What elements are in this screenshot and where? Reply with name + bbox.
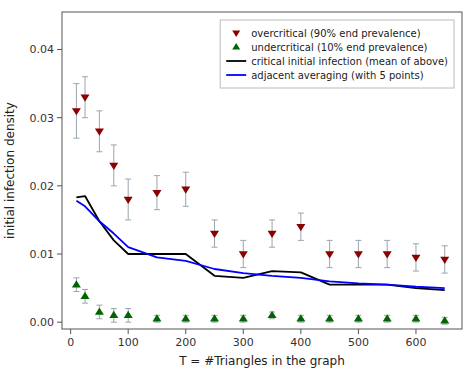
y-tick (57, 117, 62, 118)
plot-area (62, 12, 462, 329)
point (181, 187, 190, 194)
legend-label: undercritical (10% end prevalence) (251, 42, 427, 53)
legend-swatch (226, 60, 246, 62)
legend-swatch (232, 43, 240, 49)
y-tick (57, 49, 62, 50)
y-tick-label: 0.02 (30, 180, 55, 193)
point (354, 314, 363, 321)
chart: 0 100 200 300 400 500 600 0.00 0.01 0.02 0.03 0.04 T… (0, 0, 474, 375)
point (354, 251, 363, 258)
axes: 0 100 200 300 400 500 600 0.00 0.01 0.02 0.03 0.04 (30, 43, 427, 349)
x-tick-label: 0 (67, 336, 74, 349)
x-tick (300, 329, 301, 334)
y-axis-label: initial infection density (3, 102, 17, 239)
legend-label: critical initial infection (mean of abov… (251, 56, 448, 67)
x-tick (358, 329, 359, 334)
point (181, 314, 190, 321)
point (72, 108, 81, 115)
point (72, 280, 81, 287)
point (124, 311, 133, 318)
point (325, 251, 334, 258)
y-tick (57, 185, 62, 186)
legend-swatch (226, 74, 246, 76)
x-tick-label: 200 (175, 336, 196, 349)
x-tick-label: 100 (118, 336, 139, 349)
point (210, 231, 219, 238)
point (152, 190, 161, 197)
x-tick (243, 329, 244, 334)
legend: overcritical (90% end prevalence) undercr… (220, 20, 454, 88)
y-tick-label: 0.00 (30, 316, 55, 329)
legend-swatch (232, 31, 240, 37)
point (411, 255, 420, 262)
line (76, 201, 444, 288)
legend-label: overcritical (90% end prevalence) (251, 28, 420, 39)
x-tick (415, 329, 416, 334)
point (296, 224, 305, 231)
point (210, 314, 219, 321)
point (268, 311, 277, 318)
point (325, 314, 334, 321)
x-tick-label: 400 (290, 336, 311, 349)
x-axis-label: T = #Triangles in the graph (178, 354, 345, 368)
x-tick-label: 600 (405, 336, 426, 349)
point (95, 307, 104, 314)
point (239, 314, 248, 321)
point (109, 311, 118, 318)
point (440, 257, 449, 264)
legend-label: adjacent averaging (with 5 points) (251, 70, 423, 81)
y-tick (57, 254, 62, 255)
y-tick (57, 322, 62, 323)
x-tick (70, 329, 71, 334)
point (239, 251, 248, 258)
marks (72, 77, 449, 324)
x-tick-label: 300 (233, 336, 254, 349)
x-tick (185, 329, 186, 334)
point (81, 95, 90, 102)
legend-box (220, 20, 454, 88)
plot-frame (62, 12, 462, 329)
line (76, 196, 444, 290)
point (383, 251, 392, 258)
x-tick-label: 500 (348, 336, 369, 349)
y-tick-label: 0.01 (30, 248, 55, 261)
point (383, 314, 392, 321)
x-tick (128, 329, 129, 334)
y-tick-label: 0.04 (30, 43, 55, 56)
point (296, 314, 305, 321)
point (109, 163, 118, 170)
point (152, 314, 161, 321)
point (440, 316, 449, 323)
point (124, 197, 133, 204)
point (411, 314, 420, 321)
point (81, 292, 90, 299)
point (95, 129, 104, 136)
point (268, 231, 277, 238)
y-tick-label: 0.03 (30, 112, 55, 125)
